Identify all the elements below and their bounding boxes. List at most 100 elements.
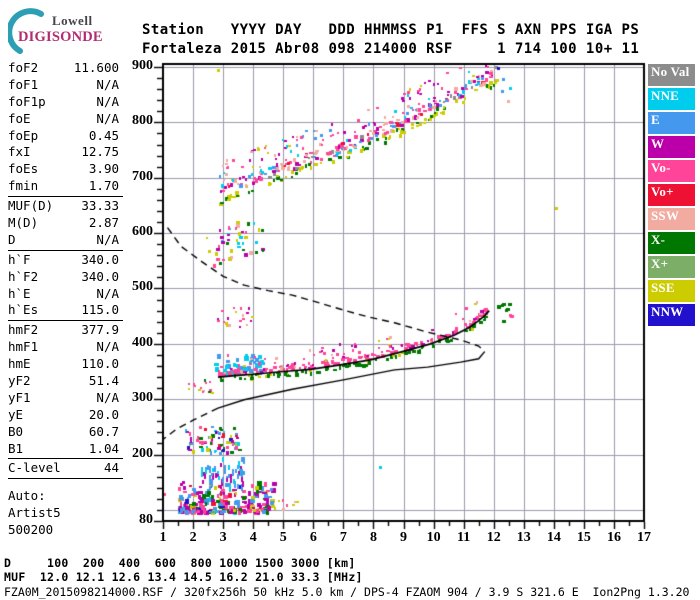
logo-arc-icon [8,8,44,54]
param-row-hE: h`E N/A [8,286,123,303]
param-value: N/A [96,76,119,92]
legend-item-vo-: Vo- [648,160,695,182]
param-value: 340.0 [81,251,119,267]
param-value: 60.7 [88,423,119,439]
param-value: 51.4 [88,373,119,389]
param-row-Clevel: C-level 44 [8,460,123,477]
file-info-line: FZA0M_2015098214000.RSF / 320fx256h 50 k… [4,585,690,599]
param-name: h`F [8,251,31,267]
y-tick-label-700: 700 [132,168,153,184]
x-tick-label-15: 15 [576,530,591,545]
param-row-yF2: yF2 51.4 [8,373,123,390]
x-tick-label-6: 6 [309,530,317,545]
param-name: fmin [8,178,39,194]
param-value: N/A [96,231,119,247]
param-name: hmF1 [8,339,39,355]
parameter-group-4: hmF2 377.9 hmF1 N/A hmE 110.0 yF2 51.4 yF1 N/A yE 2… [8,320,123,458]
y-tick-label-80: 80 [139,512,153,527]
param-name: foEp [8,127,39,143]
legend-label: Vo+ [651,184,674,199]
station-header: Station YYYY DAY DDD HHMMSS P1 FFS S AXN… [142,21,639,59]
param-row-foF1p: foF1p N/A [8,94,123,111]
param-name: foE [8,110,31,126]
muf-distance-row: D 100 200 400 600 800 1000 1500 3000 [km… [4,556,356,570]
legend-label: SSE [651,280,675,295]
param-name: D [8,231,16,247]
parameter-group-3: h`F 340.0 h`F2 340.0 h`E N/A h`Es 115.0 [8,249,123,321]
parameter-groups: foF2 11.600 foF1 N/A foF1p N/A foE N/A foEp 0.45 f… [8,59,123,480]
muf-values-row: MUF 12.0 12.1 12.6 13.4 14.5 16.2 21.0 3… [4,570,363,584]
param-row-foF2: foF2 11.600 [8,60,123,77]
y-tick-label-600: 600 [132,224,153,240]
x-tick-label-12: 12 [486,530,501,545]
x-tick-label-17: 17 [637,530,651,545]
param-name: foF2 [8,60,39,75]
x-tick-label-9: 9 [400,530,407,545]
legend-item-e: E [648,112,695,134]
param-row-foEp: foEp 0.45 [8,128,123,145]
x-tick-label-3: 3 [219,530,227,545]
param-name: foF1p [8,93,46,109]
y-tick-label-500: 500 [132,279,153,295]
param-value: 12.75 [81,144,119,160]
param-value: 115.0 [81,302,119,318]
legend-label: SSW [651,208,680,223]
param-value: 1.70 [88,178,119,194]
param-value: N/A [96,110,119,126]
parameter-panel: foF2 11.600 foF1 N/A foF1p N/A foE N/A foEp 0.45 f… [8,59,123,539]
legend-item-nne: NNE [648,88,695,110]
param-value: 110.0 [81,356,119,372]
legend-item-noval: No Val [648,64,695,86]
param-row-MD: M(D) 2.87 [8,215,123,232]
auto-line-1: Auto: [8,488,46,504]
param-row-hmF1: hmF1 N/A [8,339,123,356]
legend-label: NNW [651,304,684,319]
param-value: 3.90 [88,161,119,177]
legend-label: X- [651,232,666,247]
param-value: 0.45 [88,127,119,143]
y-tick-label-300: 300 [132,390,153,406]
legend-item-w: W [648,136,695,158]
param-value: N/A [96,285,119,301]
x-tick-label-13: 13 [516,530,531,545]
parameter-group-1: foF2 11.600 foF1 N/A foF1p N/A foE N/A foEp 0.45 f… [8,59,123,196]
param-name: h`E [8,285,31,301]
param-row-hF: h`F 340.0 [8,252,123,269]
param-name: B1 [8,440,24,456]
y-tick-label-800: 800 [132,113,153,129]
legend-label: X+ [651,256,669,271]
param-value: 2.87 [88,215,119,231]
param-row-MUFD: MUF(D) 33.33 [8,198,123,215]
legend-item-vo+: Vo+ [648,184,695,206]
param-name: yE [8,406,24,422]
direction-legend: No Val NNE E W Vo- Vo+ SSW X- X+ SSE NNW [648,64,695,328]
x-tick-label-10: 10 [426,530,441,545]
legend-label: E [651,112,660,127]
x-tick-label-2: 2 [189,530,197,545]
param-row-yE: yE 20.0 [8,407,123,424]
legend-item-x+: X+ [648,256,695,278]
param-row-fmin: fmin 1.70 [8,178,123,195]
param-row-hEs: h`Es 115.0 [8,302,123,319]
y-tick-label-200: 200 [132,445,153,461]
param-value: 20.0 [88,406,119,422]
param-row-hmF2: hmF2 377.9 [8,322,123,339]
param-name: M(D) [8,215,39,231]
param-row-hmE: hmE 110.0 [8,356,123,373]
header-values-line: Fortaleza 2015 Abr08 098 214000 RSF 1 71… [142,41,640,57]
param-row-foF1: foF1 N/A [8,77,123,94]
parameter-group-5: C-level 44 [8,458,123,480]
param-value: 44 [103,460,119,476]
param-row-B1: B1 1.04 [8,441,123,458]
param-name: fxI [8,144,31,160]
lowell-digisonde-logo: Lowell DIGISONDE [6,6,126,54]
param-name: hmF2 [8,322,39,338]
legend-item-ssw: SSW [648,208,695,230]
param-name: h`F2 [8,268,39,284]
autoscaling-block: Auto: Artist5 500200 [8,488,123,539]
param-value: 11.600 [73,60,119,75]
legend-label: W [651,136,665,151]
param-value: 340.0 [81,268,119,284]
